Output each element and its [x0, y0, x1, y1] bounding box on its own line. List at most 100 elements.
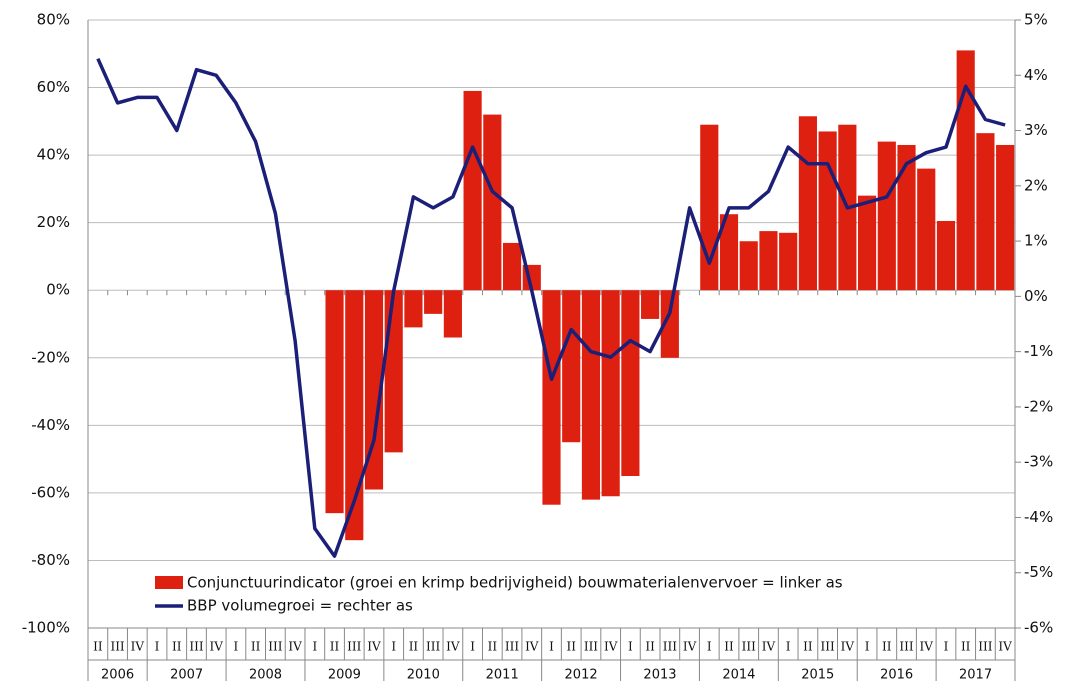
x-tick-label: IV: [604, 640, 618, 654]
x-tick-label: I: [470, 640, 475, 654]
bar: [424, 290, 443, 314]
x-tick-label: I: [234, 640, 239, 654]
bar: [818, 131, 837, 291]
bar: [325, 290, 344, 514]
bar: [562, 290, 581, 443]
legend-label: Conjunctuurindicator (groei en krimp bed…: [187, 574, 843, 592]
x-tick-label: IV: [841, 640, 855, 654]
bar: [956, 50, 975, 291]
x-tick-label: IV: [762, 640, 776, 654]
x-tick-label: I: [865, 640, 870, 654]
x-tick-label: IV: [998, 640, 1012, 654]
bar: [641, 290, 660, 319]
year-label: 2011: [486, 668, 519, 681]
x-tick-label: II: [803, 640, 813, 654]
x-tick-label: III: [978, 640, 992, 654]
legend-swatch: [155, 576, 183, 589]
bar: [858, 195, 877, 291]
x-tick-label: IV: [288, 640, 302, 654]
y2-tick-label: 1%: [1024, 232, 1048, 250]
y2-tick-label: 4%: [1024, 66, 1048, 84]
bar: [502, 242, 522, 291]
bar: [660, 290, 679, 358]
y-tick-label: -20%: [31, 348, 70, 366]
x-tick-label: I: [786, 640, 791, 654]
y2-tick-label: 5%: [1024, 11, 1048, 29]
year-label: 2010: [407, 668, 440, 681]
bar: [798, 116, 817, 291]
y-tick-label: 20%: [37, 213, 70, 231]
x-tick-label: III: [821, 640, 835, 654]
x-tick-label: III: [663, 640, 677, 654]
line-series: [96, 57, 1006, 558]
y2-tick-label: -3%: [1024, 453, 1053, 471]
bar: [996, 144, 1015, 291]
bar: [345, 290, 364, 541]
x-tick-label: I: [549, 640, 554, 654]
bar: [443, 290, 462, 338]
year-label: 2006: [101, 668, 134, 681]
bar: [621, 290, 640, 476]
y2-tick-label: 3%: [1024, 121, 1048, 139]
x-tick-label: I: [312, 640, 317, 654]
x-tick-label: III: [347, 640, 361, 654]
x-tick-label: II: [488, 640, 498, 654]
bar: [897, 144, 916, 291]
y2-tick-label: -5%: [1024, 563, 1053, 581]
year-label: 2014: [722, 668, 755, 681]
year-label: 2016: [880, 668, 913, 681]
bar: [542, 290, 561, 505]
x-tick-label: II: [961, 640, 971, 654]
bar: [463, 90, 482, 291]
bar: [364, 290, 384, 490]
x-tick-label: II: [409, 640, 419, 654]
x-tick-label: I: [155, 640, 160, 654]
y2-tick-label: -4%: [1024, 508, 1053, 526]
x-tick-label: I: [391, 640, 396, 654]
y2-tick-label: 0%: [1024, 287, 1048, 305]
x-tick-label: II: [566, 640, 576, 654]
y-tick-label: -80%: [31, 551, 70, 569]
x-tick-label: III: [584, 640, 598, 654]
bar: [404, 290, 423, 328]
year-label: 2015: [801, 668, 834, 681]
year-label: 2008: [249, 668, 282, 681]
y2-tick-label: -6%: [1024, 619, 1053, 637]
x-tick-label: IV: [131, 640, 145, 654]
x-tick-label: III: [742, 640, 756, 654]
y-tick-label: 60%: [37, 78, 70, 96]
y-tick-label: 40%: [37, 146, 70, 164]
x-tick-label: II: [93, 640, 103, 654]
x-tick-label: III: [899, 640, 913, 654]
bar: [581, 290, 601, 500]
x-tick-label: II: [172, 640, 182, 654]
x-tick-label: III: [426, 640, 440, 654]
x-tick-label: IV: [920, 640, 934, 654]
x-tick-label: I: [944, 640, 949, 654]
x-tick-label: II: [251, 640, 261, 654]
x-tick-label: IV: [446, 640, 460, 654]
x-tick-label: IV: [209, 640, 223, 654]
x-tick-label: III: [268, 640, 282, 654]
x-tick-label: IV: [683, 640, 697, 654]
x-tick-label: II: [330, 640, 340, 654]
bar: [779, 232, 798, 291]
bar: [739, 241, 758, 291]
legend-label: BBP volumegroei = rechter as: [187, 597, 413, 615]
y2-tick-label: -1%: [1024, 342, 1053, 360]
x-tick-label: II: [724, 640, 734, 654]
bar: [936, 220, 956, 291]
y-tick-label: -40%: [31, 416, 70, 434]
x-tick-label: I: [628, 640, 633, 654]
bar: [700, 124, 719, 291]
year-label: 2012: [565, 668, 598, 681]
y-tick-label: 80%: [37, 11, 70, 29]
bar: [601, 290, 620, 497]
x-tick-label: III: [110, 640, 124, 654]
y2-tick-label: -2%: [1024, 397, 1053, 415]
y-tick-label: -60%: [31, 483, 70, 501]
year-label: 2013: [643, 668, 676, 681]
y-tick-label: -100%: [22, 619, 70, 637]
bar: [483, 114, 502, 291]
